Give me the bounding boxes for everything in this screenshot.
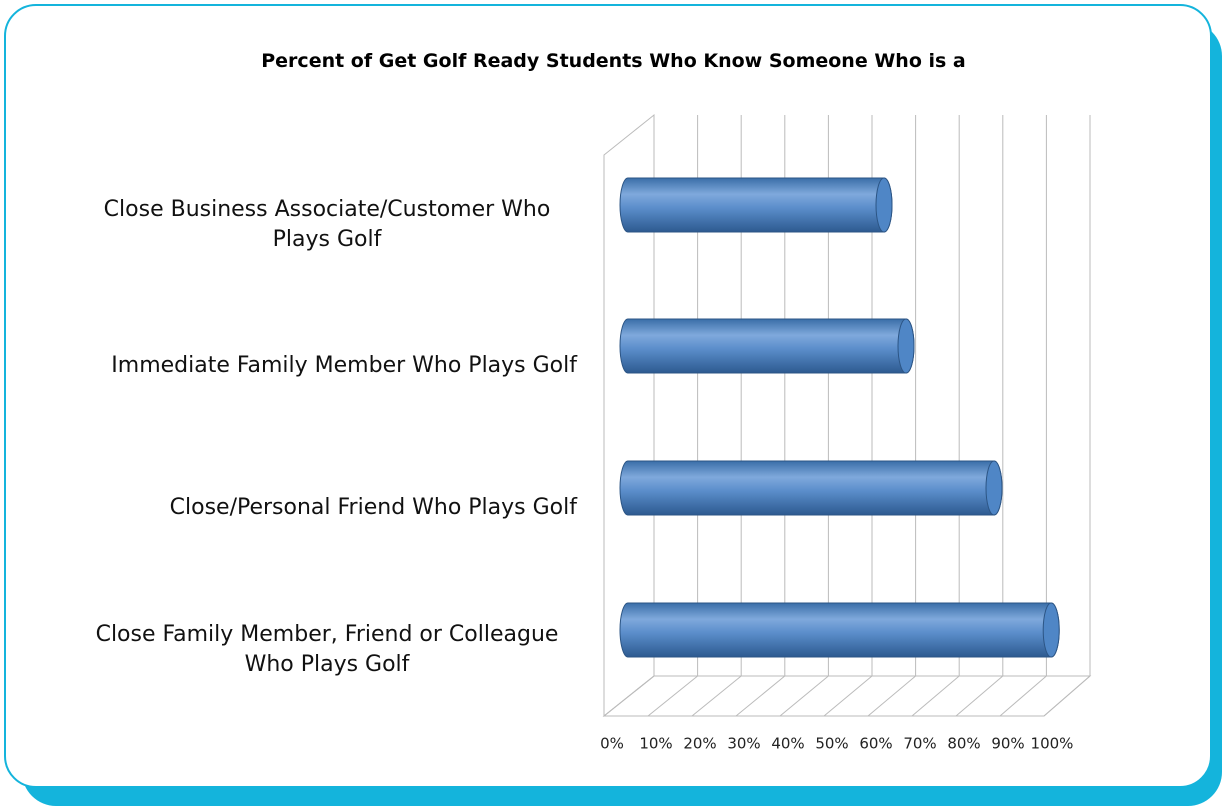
bar-body <box>619 318 915 374</box>
x-tick-label: 60% <box>859 735 892 753</box>
x-tick-label: 50% <box>815 735 848 753</box>
floor-line <box>911 675 960 717</box>
floor-line <box>779 675 829 717</box>
floor-line <box>955 675 1004 717</box>
floor-line <box>1043 675 1091 717</box>
x-tick-label: 70% <box>903 735 936 753</box>
bar-cap <box>1042 602 1060 658</box>
category-text: Close Family Member, Friend or Colleague… <box>95 622 559 677</box>
x-tick-label: 0% <box>600 735 624 753</box>
category-label: Close Business Associate/Customer Who Pl… <box>77 195 577 255</box>
bar-body <box>619 460 1003 516</box>
x-tick-label: 90% <box>991 735 1024 753</box>
bar-body <box>619 602 1060 658</box>
bar <box>619 602 1060 658</box>
x-tick-label: 100% <box>1031 735 1074 753</box>
bar-body <box>619 177 893 233</box>
x-tick-label: 20% <box>683 735 716 753</box>
x-tick-label: 80% <box>947 735 980 753</box>
chart-title: Percent of Get Golf Ready Students Who K… <box>261 50 966 72</box>
x-tick-label: 30% <box>727 735 760 753</box>
bar-cap <box>875 177 893 233</box>
floor-line <box>691 675 742 717</box>
bar-cap <box>985 460 1003 516</box>
category-label: Close/Personal Friend Who Plays Golf <box>77 493 577 523</box>
category-label: Immediate Family Member Who Plays Golf <box>77 351 577 381</box>
floor-line <box>603 675 655 717</box>
floor <box>602 675 1092 717</box>
floor-line <box>735 675 786 717</box>
category-label: Close Family Member, Friend or Colleague… <box>77 620 577 680</box>
bar <box>619 177 893 233</box>
category-text: Close/Personal Friend Who Plays Golf <box>169 495 577 520</box>
floor-line <box>647 675 698 717</box>
floor-line <box>823 675 873 717</box>
x-tick-label: 10% <box>639 735 672 753</box>
bar <box>619 460 1003 516</box>
floor-line <box>867 675 916 717</box>
x-tick-label: 40% <box>771 735 804 753</box>
category-text: Close Business Associate/Customer Who Pl… <box>103 197 551 252</box>
floor-line <box>999 675 1047 717</box>
category-text: Immediate Family Member Who Plays Golf <box>111 353 577 378</box>
bar-cap <box>897 318 915 374</box>
bar <box>619 318 915 374</box>
